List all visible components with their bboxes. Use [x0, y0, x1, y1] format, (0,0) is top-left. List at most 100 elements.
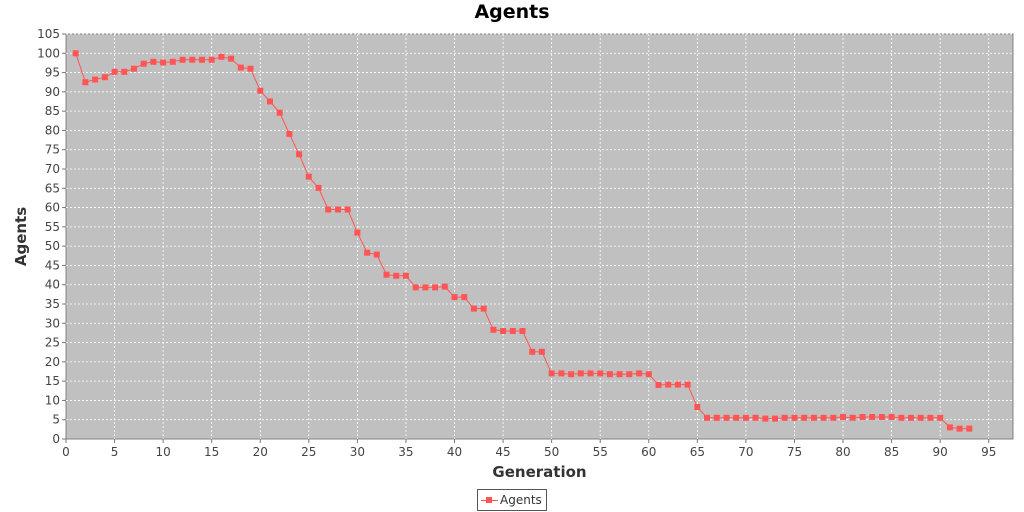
- legend: Agents: [477, 489, 547, 511]
- data-point: [432, 284, 439, 291]
- y-tick-label: 50: [45, 239, 60, 253]
- y-tick-label: 75: [45, 143, 60, 157]
- y-axis-title: Agents: [12, 207, 30, 266]
- x-tick-label: 50: [544, 445, 559, 459]
- data-point: [859, 414, 866, 420]
- data-point: [257, 87, 264, 94]
- y-tick-label: 80: [45, 123, 60, 137]
- x-tick-label: 20: [253, 445, 268, 459]
- x-tick-label: 55: [593, 445, 608, 459]
- x-tick-label: 65: [690, 445, 705, 459]
- x-tick-label: 15: [204, 445, 219, 459]
- data-point: [801, 414, 808, 421]
- x-tick-label: 45: [495, 445, 510, 459]
- data-point: [276, 109, 283, 116]
- data-point: [189, 56, 196, 63]
- x-tick-label: 40: [447, 445, 462, 459]
- data-point: [315, 184, 322, 191]
- data-point: [451, 294, 458, 301]
- data-point: [393, 272, 400, 279]
- data-point: [150, 58, 157, 65]
- data-point: [179, 56, 186, 63]
- chart-title: Agents: [474, 1, 550, 23]
- data-point: [461, 294, 468, 301]
- data-point: [111, 68, 118, 75]
- y-tick-label: 10: [45, 393, 60, 407]
- y-tick-label: 40: [45, 278, 60, 292]
- data-point: [121, 68, 128, 75]
- data-point: [101, 74, 108, 81]
- y-tick-label: 15: [45, 374, 60, 388]
- x-axis-title: Generation: [492, 463, 586, 481]
- data-point: [480, 305, 487, 312]
- data-point: [830, 414, 837, 421]
- data-point: [286, 130, 293, 137]
- x-tick-label: 35: [398, 445, 413, 459]
- plot-area: [65, 33, 1014, 440]
- y-tick-label: 0: [52, 432, 60, 446]
- x-tick-label: 10: [155, 445, 170, 459]
- data-point: [500, 328, 507, 334]
- x-tick-label: 70: [738, 445, 753, 459]
- data-point: [208, 56, 215, 63]
- data-point: [568, 371, 575, 378]
- data-point: [937, 414, 944, 421]
- data-point: [538, 348, 545, 355]
- data-point: [160, 59, 167, 66]
- data-point: [606, 371, 613, 378]
- x-tick-label: 25: [301, 445, 316, 459]
- data-point: [305, 173, 312, 180]
- data-point: [199, 56, 205, 63]
- data-point: [92, 76, 99, 83]
- data-point: [218, 53, 225, 60]
- data-point: [704, 414, 710, 421]
- x-tick-label: 80: [835, 445, 850, 459]
- x-tick-label: 60: [641, 445, 656, 459]
- data-point: [674, 381, 681, 388]
- y-tick-label: 60: [45, 201, 60, 215]
- legend-label: Agents: [500, 493, 542, 507]
- data-point: [267, 98, 273, 105]
- y-tick-label: 35: [45, 297, 60, 311]
- data-point: [898, 414, 905, 421]
- data-point: [626, 371, 633, 378]
- data-point: [762, 415, 769, 422]
- data-point: [869, 414, 876, 420]
- data-point: [140, 60, 147, 67]
- y-tick-label: 95: [45, 66, 60, 80]
- data-point: [131, 65, 137, 72]
- data-point: [742, 414, 749, 421]
- data-point: [791, 414, 798, 421]
- data-point: [665, 381, 672, 388]
- data-point: [908, 414, 914, 421]
- y-tick-label: 65: [45, 181, 60, 195]
- data-point: [888, 414, 895, 420]
- series-agents: [72, 50, 973, 432]
- data-point: [354, 229, 361, 236]
- x-tick-label: 90: [933, 445, 948, 459]
- data-point: [296, 151, 303, 158]
- data-point: [344, 206, 351, 213]
- y-tick-label: 30: [45, 316, 60, 330]
- gridlines: [66, 33, 1013, 439]
- data-point: [335, 206, 341, 213]
- data-point: [82, 79, 89, 86]
- axes: 0510152025303540455055606570758085909510…: [37, 27, 996, 459]
- data-point: [772, 415, 778, 422]
- x-tick-label: 75: [787, 445, 802, 459]
- data-point: [733, 414, 740, 421]
- data-point: [169, 58, 176, 65]
- data-point: [878, 414, 885, 420]
- data-point: [587, 370, 594, 377]
- data-point: [694, 404, 701, 410]
- data-point: [247, 65, 254, 72]
- data-point: [713, 414, 720, 421]
- y-tick-label: 5: [52, 413, 60, 427]
- data-point: [529, 348, 536, 355]
- data-point: [655, 382, 662, 388]
- y-tick-label: 20: [45, 355, 60, 369]
- data-point: [956, 425, 963, 432]
- data-point: [849, 414, 856, 421]
- y-tick-label: 100: [37, 46, 60, 60]
- data-point: [72, 50, 79, 57]
